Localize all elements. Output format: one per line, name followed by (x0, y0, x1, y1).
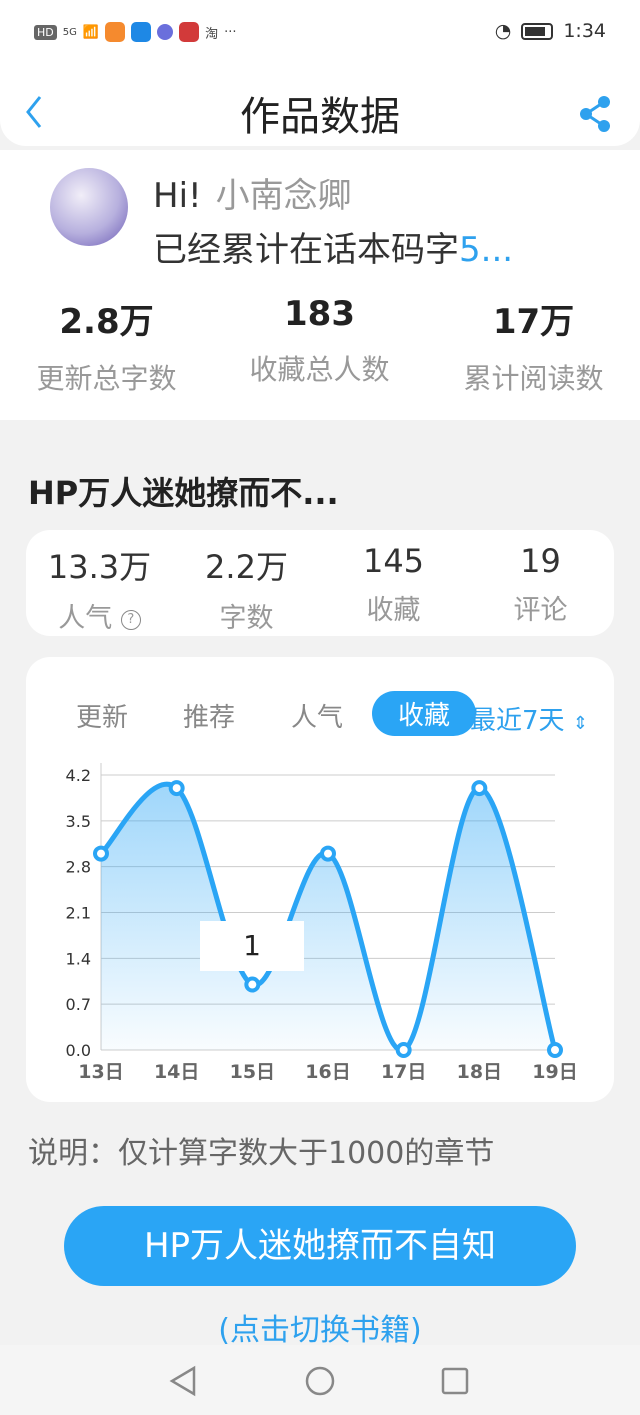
data-point (168, 780, 185, 797)
book-title: HP万人迷她撩而不... (28, 474, 339, 512)
y-tick-label: 1.4 (66, 949, 91, 968)
weather-icon (131, 22, 152, 42)
book-app-icon (179, 22, 200, 42)
speed-icon: ◔ (494, 20, 512, 42)
range-label: 最近7天 (470, 706, 565, 736)
stat-total-words: 2.8万更新总字数 (0, 294, 213, 397)
total-words: 已经累计在话本码字5... (153, 222, 513, 271)
stat-label: 更新总字数 (36, 362, 177, 395)
stat-total-reads: 17万累计阅读数 (427, 294, 640, 397)
data-point (93, 845, 109, 862)
note-text: 说明：仅计算字数大于1000的章节 (28, 1136, 495, 1171)
back-icon[interactable] (22, 94, 46, 130)
x-tick-label: 13日 (78, 1061, 123, 1083)
x-tick-label: 19日 (532, 1061, 577, 1083)
status-icons-left: HD 5G 📶 淘 ··· (34, 22, 236, 42)
navigation-bar (0, 1345, 640, 1415)
total-prefix: 已经累计在话本码字 (153, 230, 459, 270)
stat-value: 183 (284, 294, 355, 334)
stat-value: 2.8万 (59, 302, 154, 342)
total-value: 5... (459, 230, 514, 270)
stat-value: 2.2万 (205, 548, 288, 586)
clock: 1:34 (563, 20, 606, 42)
avatar[interactable] (50, 168, 128, 246)
x-tick-label: 15日 (230, 1061, 275, 1083)
battery-icon (521, 22, 554, 40)
y-tick-label: 0.7 (66, 995, 91, 1014)
y-tick-label: 4.2 (66, 766, 91, 785)
header (0, 66, 640, 146)
data-point (547, 1042, 563, 1058)
book-stat-popularity: 13.3万人气 ? (26, 530, 173, 635)
stat-label: 评论 (513, 595, 568, 626)
hd-icon: HD (34, 24, 57, 40)
data-point (320, 845, 336, 862)
app-icon (105, 22, 126, 42)
data-point (244, 976, 261, 993)
stat-label: 收藏总人数 (249, 353, 390, 386)
line-chart: 0.0 0.7 1.4 2.1 2.8 3.5 4.2 13日 14日 15日 16日 17日 18日 1… (66, 763, 578, 1083)
stat-value: 13.3万 (47, 548, 152, 586)
taobao-icon: 淘 (205, 26, 219, 42)
tab-favorites[interactable]: 收藏 (372, 691, 477, 736)
stat-total-favorites: 183 收藏总人数 (213, 294, 426, 388)
data-point (395, 1042, 412, 1058)
wifi-icon: 📶 (82, 24, 100, 40)
greeting-text: Hi! (153, 176, 202, 216)
status-icons-right: ◔ 1:34 (495, 20, 606, 42)
chart-tooltip: 1 (200, 921, 304, 971)
stat-label: 字数 (219, 603, 274, 634)
chevron-updown-icon: ⇕ (572, 713, 588, 734)
data-point (471, 780, 488, 797)
y-tick-label: 2.8 (66, 858, 91, 877)
stat-label: 累计阅读数 (463, 362, 604, 395)
x-tick-label: 14日 (154, 1061, 199, 1083)
y-tick-label: 2.1 (66, 904, 91, 923)
book-stats-card: 13.3万人气 ? 2.2万字数 145 收藏 19 评论 (26, 530, 614, 636)
username: 小南念卿 (215, 176, 352, 216)
stat-label: 收藏 (366, 595, 421, 626)
switch-book-link[interactable]: (点击切换书籍) (218, 1313, 422, 1348)
y-tick-label: 3.5 (66, 812, 91, 831)
book-stat-words: 2.2万字数 (173, 530, 320, 635)
nav-home-icon[interactable] (304, 1365, 336, 1397)
book-stat-favorites: 145 收藏 (320, 530, 467, 627)
tab-recommend[interactable]: 推荐 (183, 703, 236, 733)
book-stat-comments: 19 评论 (467, 530, 614, 627)
x-tick-label: 18日 (457, 1061, 502, 1083)
greeting: Hi! 小南念卿 (153, 168, 352, 217)
tab-popularity[interactable]: 人气 (291, 703, 344, 733)
x-tick-label: 16日 (305, 1061, 350, 1083)
range-select[interactable]: 最近7天 ⇕ (470, 700, 588, 737)
more-icon: ··· (224, 24, 237, 40)
area-fill (101, 784, 555, 1051)
nav-back-icon[interactable] (168, 1365, 198, 1397)
music-icon (157, 24, 174, 40)
signal-icon: 5G (62, 26, 77, 38)
nav-recent-icon[interactable] (441, 1367, 469, 1395)
stat-value: 19 (520, 542, 561, 580)
page-title: 作品数据 (240, 94, 400, 140)
share-icon[interactable] (578, 96, 614, 132)
stat-label: 人气 (58, 603, 113, 634)
y-tick-label: 0.0 (66, 1041, 91, 1060)
stat-value: 145 (362, 542, 425, 580)
book-select-button[interactable]: HP万人迷她撩而不自知 (64, 1206, 576, 1286)
stat-value: 17万 (492, 302, 575, 342)
tab-update[interactable]: 更新 (76, 703, 129, 733)
help-icon[interactable]: ? (120, 609, 141, 630)
x-tick-label: 17日 (381, 1061, 426, 1083)
